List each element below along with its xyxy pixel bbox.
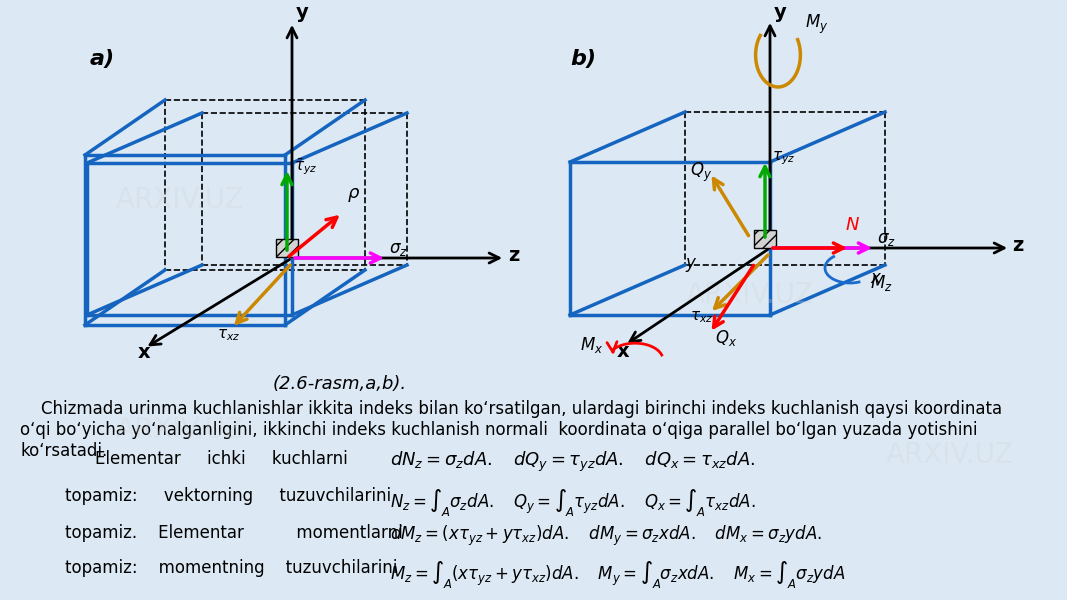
Text: y: y xyxy=(774,3,786,22)
Text: $\sigma_z$: $\sigma_z$ xyxy=(877,230,896,248)
Text: b): b) xyxy=(570,49,596,69)
Text: x: x xyxy=(870,269,880,287)
Text: $\rho$: $\rho$ xyxy=(347,186,361,204)
Text: $Q_x$: $Q_x$ xyxy=(715,328,737,348)
Text: ARXIV.UZ: ARXIV.UZ xyxy=(886,441,1015,469)
Text: $\tau_{yz}$: $\tau_{yz}$ xyxy=(773,149,795,167)
Text: $\tau_{xz}$: $\tau_{xz}$ xyxy=(217,327,240,343)
Text: $M_z = \int_A (x\tau_{yz} + y\tau_{xz})dA.\ \ \ M_y = \int_A \sigma_z x dA.\ \ \: $M_z = \int_A (x\tau_{yz} + y\tau_{xz})d… xyxy=(391,559,845,590)
Text: (2.6-rasm,a,b).: (2.6-rasm,a,b). xyxy=(273,375,408,393)
Text: z: z xyxy=(508,246,520,265)
Text: ARXIV.UZ: ARXIV.UZ xyxy=(115,186,244,214)
Text: ARXIV.UZ: ARXIV.UZ xyxy=(686,281,814,309)
Text: a): a) xyxy=(90,49,115,69)
Text: $N_z = \int_A \sigma_z dA.\ \ \ Q_y = \int_A \tau_{yz} dA.\ \ \ Q_x = \int_A \ta: $N_z = \int_A \sigma_z dA.\ \ \ Q_y = \i… xyxy=(391,487,755,518)
Text: topamiz.    Elementar          momentlarni: topamiz. Elementar momentlarni xyxy=(65,524,402,542)
Text: $M_x$: $M_x$ xyxy=(580,335,603,355)
Text: topamiz:     vektorning     tuzuvchilarini: topamiz: vektorning tuzuvchilarini xyxy=(65,487,392,505)
Text: $N$: $N$ xyxy=(845,216,860,234)
Text: $\sigma_z$: $\sigma_z$ xyxy=(389,240,408,258)
Text: $dM_z = (x\tau_{yz} + y\tau_{xz})dA.\ \ \ dM_y = \sigma_z x dA.\ \ \ dM_x = \sig: $dM_z = (x\tau_{yz} + y\tau_{xz})dA.\ \ … xyxy=(391,524,822,548)
Text: $dN_z = \sigma_z dA.\ \ \ dQ_y = \tau_{yz} dA.\ \ \ dQ_x = \tau_{xz} dA.$: $dN_z = \sigma_z dA.\ \ \ dQ_y = \tau_{y… xyxy=(391,450,755,474)
Text: ARXIV.UZ: ARXIV.UZ xyxy=(115,416,244,444)
Text: y: y xyxy=(296,3,308,22)
Text: topamiz:    momentning    tuzuvchilarini: topamiz: momentning tuzuvchilarini xyxy=(65,559,397,577)
Bar xyxy=(754,230,776,248)
Text: y: y xyxy=(685,254,695,272)
Text: x: x xyxy=(617,342,630,361)
Text: $M_y$: $M_y$ xyxy=(805,13,828,36)
Text: Elementar     ichki     kuchlarni: Elementar ichki kuchlarni xyxy=(95,450,348,468)
Text: $\tau_{xz}$: $\tau_{xz}$ xyxy=(690,309,713,325)
Text: x: x xyxy=(138,343,150,362)
Text: $Q_y$: $Q_y$ xyxy=(690,161,712,184)
Text: $M_z$: $M_z$ xyxy=(870,273,893,293)
Text: z: z xyxy=(1012,236,1023,255)
Bar xyxy=(276,239,298,257)
Text: $\bar{\tau}_{yz}$: $\bar{\tau}_{yz}$ xyxy=(294,156,317,176)
Text: Chizmada urinma kuchlanishlar ikkita indeks bilan ko‘rsatilgan, ulardagi birinch: Chizmada urinma kuchlanishlar ikkita ind… xyxy=(20,400,1002,460)
